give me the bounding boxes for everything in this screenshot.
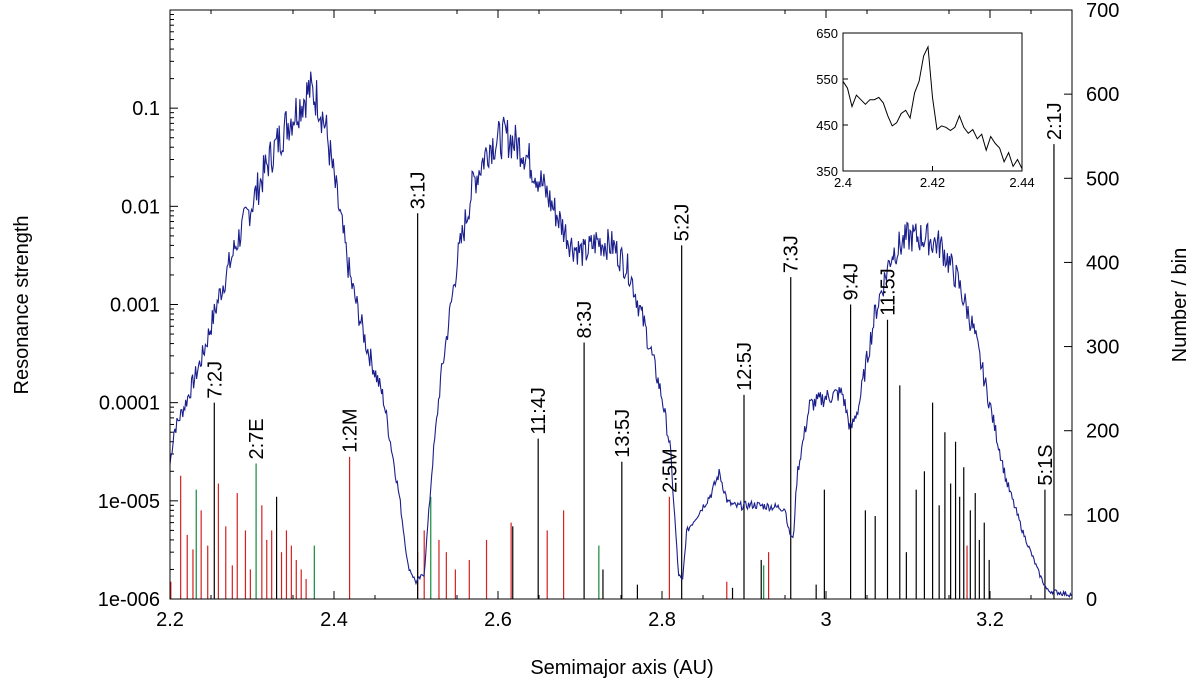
y-right-tick-label: 700	[1086, 0, 1119, 22]
x-tick-label: 2.2	[156, 609, 184, 631]
resonance-label: 2:1J	[1044, 102, 1066, 140]
y-right-tick-label: 100	[1086, 505, 1119, 527]
distribution-line	[169, 71, 1072, 598]
y-axis-label-left: Resonance strength	[11, 215, 33, 394]
x-axis-label: Semimajor axis (AU)	[530, 657, 713, 679]
resonance-label: 2:7E	[246, 418, 268, 459]
inset-y-tick-label: 350	[816, 164, 838, 179]
x-tick-label: 3.2	[976, 609, 1004, 631]
x-tick-label: 3	[820, 609, 831, 631]
x-tick-label: 2.6	[484, 609, 512, 631]
x-tick-label: 2.4	[320, 609, 348, 631]
inset-line	[842, 44, 1023, 169]
y-right-tick-label: 300	[1086, 337, 1119, 359]
y-left-tick-label: 0.0001	[99, 393, 160, 415]
tick-layer: 2.2 2.4 2.6 2.8 3 3.2 1e-006 1e-005 0.0001 0.001 0…	[98, 0, 1120, 631]
inset-x-tick-label: 2.44	[1009, 175, 1034, 190]
inset-plot: 2.4 2.42 2.44 350 450 550 650	[816, 26, 1034, 190]
resonance-label: 11:4J	[528, 387, 550, 434]
distribution-layer	[169, 71, 1072, 598]
resonance-label: 2:5M	[659, 448, 681, 492]
resonance-label: 5:2J	[672, 204, 694, 242]
resonance-label: 12:5J	[734, 342, 756, 391]
y-left-tick-label: 0.01	[121, 196, 160, 218]
resonance-layer	[170, 144, 1055, 599]
resonance-label: 7:2J	[204, 361, 226, 399]
resonance-label: 7:3J	[781, 235, 803, 273]
inset-x-tick-label: 2.4	[834, 175, 852, 190]
y-left-tick-label: 0.1	[132, 98, 160, 120]
resonance-label: 11:5J	[878, 268, 900, 315]
inset-background	[842, 32, 1023, 172]
inset-x-tick-label: 2.42	[920, 175, 945, 190]
resonance-label: 13:5J	[612, 409, 634, 458]
resonance-label-layer: 7:2J 2:7E 1:2M 3:1J 11:4J 8:3J 13:5J 2:5M 5:2J 12…	[204, 102, 1066, 492]
resonance-label: 1:2M	[340, 408, 362, 452]
x-tick-label: 2.8	[648, 609, 676, 631]
y-right-tick-label: 0	[1086, 589, 1097, 611]
resonance-label: 3:1J	[408, 171, 430, 209]
y-right-tick-label: 200	[1086, 421, 1119, 443]
y-right-tick-label: 500	[1086, 168, 1119, 190]
y-axis-label-right: Number / bin	[1169, 248, 1191, 363]
inset-y-tick-label: 450	[816, 118, 838, 133]
y-left-tick-label: 1e-005	[98, 491, 160, 513]
inset-y-tick-label: 650	[816, 26, 838, 41]
y-left-tick-label: 1e-006	[98, 589, 160, 611]
resonance-label: 8:3J	[574, 301, 596, 339]
resonance-label: 9:4J	[841, 263, 863, 301]
resonance-label: 5:1S	[1035, 444, 1057, 485]
y-right-tick-label: 600	[1086, 84, 1119, 106]
inset-y-tick-label: 550	[816, 72, 838, 87]
y-right-tick-label: 400	[1086, 252, 1119, 274]
plot-frame	[169, 9, 1073, 600]
y-left-tick-label: 0.001	[110, 295, 160, 317]
